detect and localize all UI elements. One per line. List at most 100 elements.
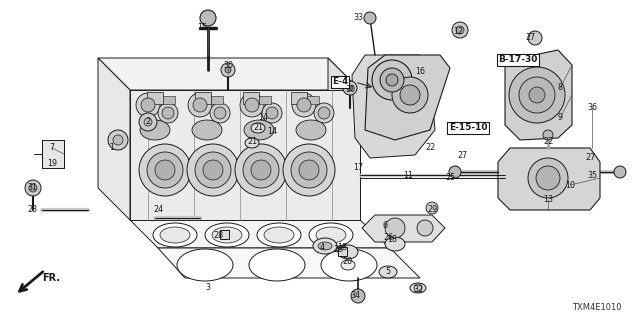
Circle shape: [240, 93, 264, 117]
Ellipse shape: [160, 227, 190, 243]
Circle shape: [193, 98, 207, 112]
Text: 16: 16: [415, 68, 425, 76]
Text: 36: 36: [587, 103, 597, 113]
Circle shape: [210, 103, 230, 123]
Text: 13: 13: [543, 196, 553, 204]
Ellipse shape: [338, 245, 358, 259]
Circle shape: [452, 22, 468, 38]
Ellipse shape: [212, 227, 242, 243]
Text: 15: 15: [197, 23, 207, 33]
Circle shape: [528, 158, 568, 198]
Polygon shape: [328, 58, 360, 220]
Bar: [220, 230, 229, 239]
Polygon shape: [362, 215, 445, 242]
Bar: [338, 247, 347, 256]
Ellipse shape: [385, 237, 405, 251]
Circle shape: [536, 166, 560, 190]
Circle shape: [162, 107, 174, 119]
Ellipse shape: [251, 123, 265, 133]
Circle shape: [221, 63, 235, 77]
Ellipse shape: [318, 242, 332, 250]
Text: 8: 8: [557, 84, 563, 92]
Circle shape: [347, 85, 353, 91]
Circle shape: [509, 67, 565, 123]
Text: 21: 21: [247, 138, 257, 147]
Text: E-15-10: E-15-10: [449, 124, 487, 132]
Ellipse shape: [296, 120, 326, 140]
Text: 28: 28: [333, 245, 343, 254]
Polygon shape: [130, 90, 360, 220]
Text: 1: 1: [109, 143, 115, 153]
Circle shape: [400, 85, 420, 105]
Circle shape: [139, 144, 191, 196]
Text: 31: 31: [27, 183, 37, 193]
Polygon shape: [498, 148, 600, 210]
Text: 27: 27: [525, 34, 535, 43]
Circle shape: [225, 67, 231, 73]
Text: B-17-30: B-17-30: [499, 55, 538, 65]
Ellipse shape: [264, 227, 294, 243]
Text: 19: 19: [47, 158, 57, 167]
Circle shape: [144, 118, 152, 126]
Ellipse shape: [177, 249, 233, 281]
Circle shape: [243, 152, 279, 188]
Text: 18: 18: [387, 236, 397, 244]
Text: 18: 18: [337, 244, 347, 252]
Text: TXM4E1010: TXM4E1010: [573, 303, 622, 312]
Text: 10: 10: [565, 180, 575, 189]
Circle shape: [297, 98, 311, 112]
Text: 20: 20: [342, 258, 352, 267]
Circle shape: [392, 77, 428, 113]
Text: 29: 29: [427, 205, 437, 214]
Circle shape: [291, 152, 327, 188]
Circle shape: [529, 87, 545, 103]
Text: 9: 9: [557, 114, 563, 123]
Circle shape: [318, 107, 330, 119]
Text: 21: 21: [253, 124, 263, 132]
Text: 30: 30: [345, 85, 355, 94]
Circle shape: [385, 218, 405, 238]
Text: 27: 27: [585, 154, 595, 163]
Ellipse shape: [245, 138, 259, 148]
Ellipse shape: [249, 249, 305, 281]
Text: 6: 6: [383, 221, 387, 230]
Circle shape: [108, 130, 128, 150]
Circle shape: [380, 68, 404, 92]
Text: 34: 34: [350, 291, 360, 300]
Polygon shape: [158, 248, 420, 278]
Circle shape: [25, 180, 41, 196]
Bar: [147, 92, 163, 104]
Circle shape: [519, 77, 555, 113]
Text: 12: 12: [453, 28, 463, 36]
Polygon shape: [505, 50, 572, 140]
Circle shape: [195, 152, 231, 188]
Circle shape: [456, 26, 464, 34]
Ellipse shape: [192, 120, 222, 140]
Text: E-4: E-4: [332, 77, 348, 86]
Polygon shape: [130, 220, 390, 248]
Polygon shape: [98, 58, 130, 220]
Text: 14: 14: [267, 127, 277, 137]
Circle shape: [292, 93, 316, 117]
Bar: [259, 96, 271, 104]
Circle shape: [449, 166, 461, 178]
Text: 4: 4: [319, 244, 324, 252]
Circle shape: [528, 31, 542, 45]
Circle shape: [187, 144, 239, 196]
Ellipse shape: [379, 266, 397, 278]
Circle shape: [266, 107, 278, 119]
Circle shape: [158, 103, 178, 123]
Circle shape: [245, 98, 259, 112]
Circle shape: [299, 160, 319, 180]
Ellipse shape: [321, 249, 377, 281]
Circle shape: [139, 113, 157, 131]
Circle shape: [188, 93, 212, 117]
Circle shape: [200, 10, 216, 26]
Circle shape: [251, 160, 271, 180]
Circle shape: [614, 166, 626, 178]
Ellipse shape: [313, 238, 337, 254]
Text: 14: 14: [258, 114, 268, 123]
Circle shape: [426, 202, 438, 214]
Bar: [291, 92, 307, 104]
Bar: [195, 92, 211, 104]
